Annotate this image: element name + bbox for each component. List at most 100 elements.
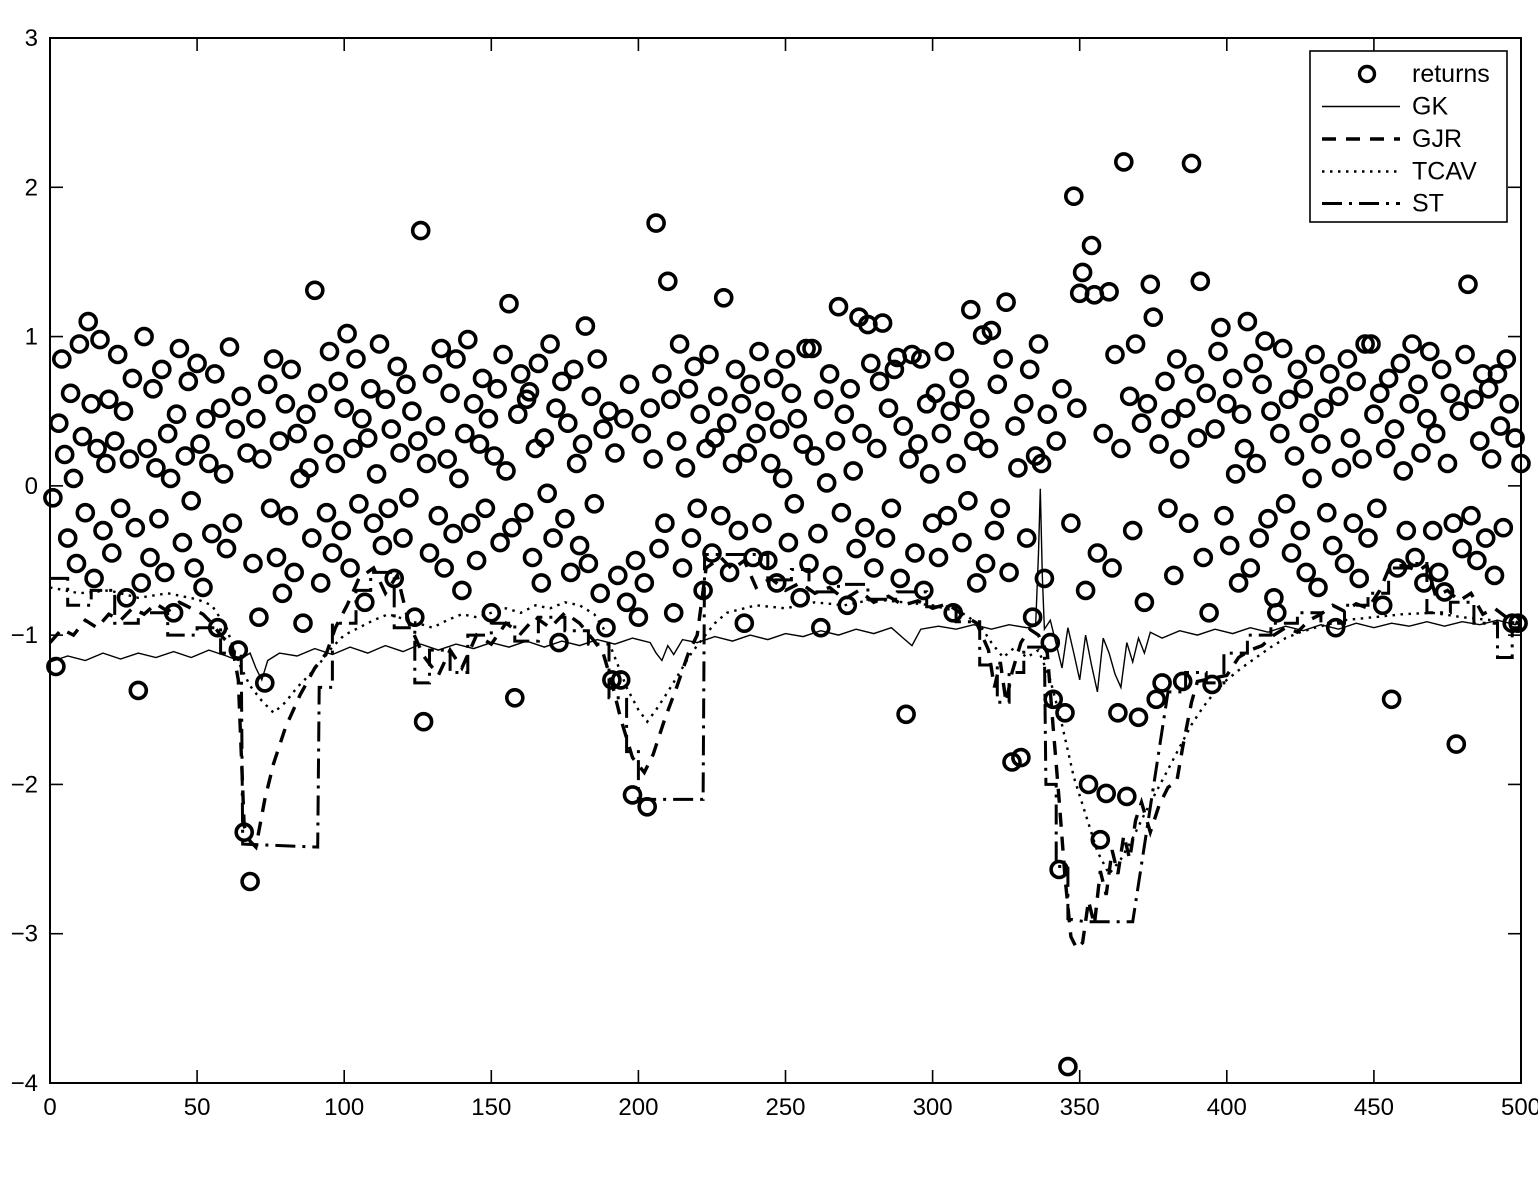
scatter-point: [652, 364, 672, 384]
scatter-point: [999, 562, 1019, 583]
scatter-point: [969, 408, 990, 429]
scatter-point: [125, 517, 146, 538]
scatter-point: [908, 434, 928, 454]
scatter-point: [199, 453, 219, 474]
scatter-point: [1114, 152, 1134, 172]
series-line-GK: [49, 488, 1522, 693]
scatter-point: [431, 338, 452, 359]
scatter-point: [1287, 359, 1308, 380]
scatter-point: [855, 517, 875, 538]
scatter-point: [1190, 271, 1211, 292]
scatter-point: [728, 520, 749, 541]
scatter-point: [622, 785, 643, 805]
scatter-point: [796, 338, 816, 359]
scatter-point: [534, 428, 555, 448]
scatter-point: [1075, 580, 1096, 601]
scatter-point: [134, 326, 154, 347]
scatter-point: [1022, 607, 1043, 628]
scatter-point: [104, 431, 125, 451]
scatter-point: [1169, 449, 1190, 469]
scatter-point: [1428, 562, 1449, 583]
scatter-point: [1467, 550, 1487, 571]
series-line-GJR: [48, 555, 1522, 952]
scatter-point: [1175, 398, 1196, 419]
x-tick-label: 250: [765, 1094, 805, 1121]
scatter-point: [619, 374, 640, 395]
scatter-point: [1346, 371, 1366, 392]
scatter-point: [819, 364, 840, 384]
scatter-point: [1072, 262, 1093, 283]
series-line-ST: [50, 553, 1521, 924]
scatter-point: [119, 449, 140, 469]
scatter-point: [449, 468, 469, 489]
scatter-point: [328, 371, 349, 392]
scatter-point: [246, 408, 266, 429]
scatter-point: [1078, 774, 1099, 795]
scatter-point: [340, 558, 360, 578]
scatter-point: [396, 374, 416, 395]
scatter-point: [1205, 419, 1225, 439]
scatter-point: [557, 413, 578, 434]
x-tick-label: 0: [43, 1094, 56, 1121]
scatter-point: [910, 349, 931, 369]
scatter-point: [996, 292, 1016, 313]
scatter-point: [1405, 547, 1425, 568]
scatter-point: [963, 431, 984, 451]
scatter-point: [1261, 401, 1281, 422]
scatter-point: [1087, 543, 1108, 563]
scatter-point: [775, 349, 796, 369]
scatter-point: [663, 602, 684, 623]
scatter-point: [1196, 383, 1216, 404]
scatter-point: [504, 687, 525, 708]
scatter-point: [1355, 334, 1375, 354]
scatter-point: [628, 607, 649, 628]
scatter-point: [1064, 186, 1084, 206]
legend-label-returns: returns: [1412, 60, 1490, 88]
scatter-point: [222, 513, 243, 534]
scatter-point: [660, 389, 681, 410]
scatter-point: [905, 543, 925, 563]
scatter-point: [872, 313, 893, 333]
scatter-point: [107, 344, 128, 365]
scatter-point: [522, 547, 543, 568]
scatter-point: [1499, 393, 1519, 414]
scatter-point: [1199, 602, 1219, 623]
scatter-point: [122, 368, 143, 389]
scatter-point: [1099, 281, 1119, 302]
scatter-point: [1334, 553, 1355, 574]
scatter-point: [357, 428, 378, 448]
scatter-point: [587, 349, 608, 369]
scatter-point: [349, 493, 369, 514]
x-tick-label: 300: [913, 1094, 953, 1121]
scatter-point: [1231, 404, 1252, 425]
scatter-point: [731, 393, 752, 414]
scatter-point: [266, 547, 287, 568]
scatter-point: [1364, 404, 1384, 425]
scatter-point: [172, 532, 193, 553]
scatter-point: [1178, 513, 1199, 534]
scatter-point: [87, 438, 107, 459]
scatter-point: [1381, 689, 1402, 710]
scatter-point: [1011, 747, 1031, 768]
scatter-point: [46, 656, 66, 677]
scatter-point: [1219, 535, 1240, 556]
scatter-point: [1458, 274, 1478, 295]
scatter-point: [113, 401, 134, 422]
scatter-point: [1237, 311, 1258, 332]
scatter-point: [1119, 386, 1140, 407]
scatter-point: [555, 508, 575, 529]
scatter-point: [187, 353, 207, 374]
scatter-point: [254, 673, 275, 693]
scatter-point: [1390, 353, 1411, 374]
scatter-point: [734, 613, 755, 634]
scatter-point: [443, 523, 463, 544]
scatter-point: [1090, 829, 1111, 850]
scatter-point: [337, 323, 357, 344]
scatter-point: [1475, 528, 1496, 548]
scatter-point: [434, 558, 455, 578]
scatter-point: [631, 423, 652, 444]
scatter-point: [655, 513, 675, 534]
scatter-point: [707, 386, 728, 407]
scatter-point: [1331, 458, 1352, 478]
